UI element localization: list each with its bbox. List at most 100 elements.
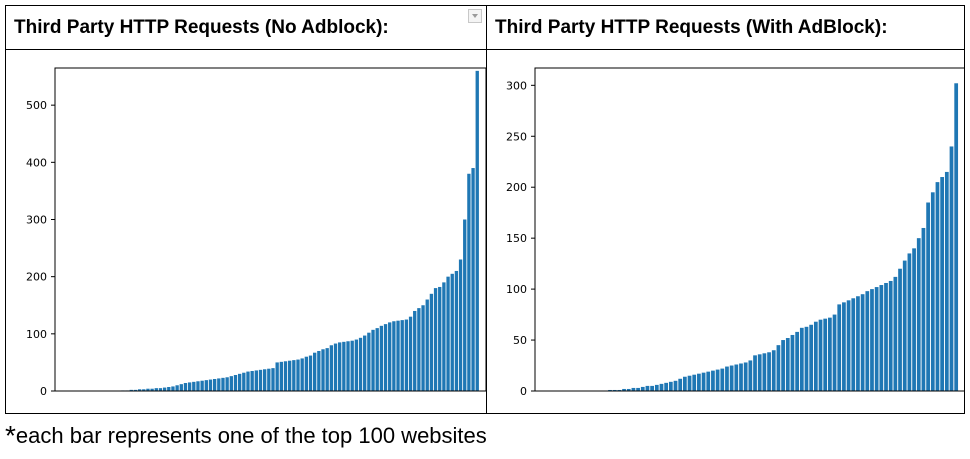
bar (333, 343, 338, 391)
bar (363, 335, 367, 391)
y-tick-label: 300 (26, 213, 47, 226)
bar (279, 361, 283, 391)
bar (229, 376, 233, 391)
bar (404, 319, 409, 391)
bar (856, 296, 860, 391)
bar-chart-no-adblock: 0 100 200 300 400 500 (26, 67, 486, 398)
y-tick-label: 100 (26, 328, 47, 341)
bar (664, 382, 669, 391)
bar (626, 388, 631, 391)
bar (860, 294, 865, 391)
bar (631, 387, 636, 391)
bar (446, 276, 450, 391)
bar (275, 362, 279, 391)
bar (388, 322, 392, 391)
bar (879, 285, 884, 391)
panel-title-with-adblock: Third Party HTTP Requests (With AdBlock)… (487, 6, 964, 50)
bar (258, 369, 263, 391)
bar (813, 321, 818, 391)
bar (720, 368, 725, 391)
bar (785, 338, 790, 391)
plot-frame (54, 67, 486, 392)
bar (300, 358, 304, 391)
bar (725, 366, 729, 391)
bar (682, 376, 687, 391)
bar (383, 324, 388, 391)
bar (204, 380, 208, 391)
bar (413, 310, 417, 391)
bar (832, 314, 837, 391)
bar (870, 289, 874, 391)
bar (137, 389, 142, 391)
bar (325, 348, 329, 391)
bar (753, 355, 757, 391)
bar (267, 368, 271, 391)
panel-no-adblock: Third Party HTTP Requests (No Adblock): … (6, 6, 487, 413)
bar (179, 384, 183, 391)
bar (739, 363, 743, 391)
bar (296, 359, 300, 391)
bar (183, 383, 188, 391)
bar (358, 337, 363, 391)
bar (701, 372, 706, 391)
y-tick-label: 400 (26, 156, 47, 169)
bar (162, 387, 167, 391)
panel-title-no-adblock: Third Party HTTP Requests (No Adblock): (6, 6, 486, 50)
bar (200, 380, 204, 391)
bar (865, 291, 870, 391)
bar (375, 328, 379, 391)
bar (129, 389, 133, 391)
bar (133, 389, 138, 391)
y-tick-label: 50 (513, 334, 527, 347)
panel-with-adblock: Third Party HTTP Requests (With AdBlock)… (487, 6, 964, 413)
bar (367, 332, 371, 391)
bar (790, 334, 795, 391)
bar (313, 352, 317, 391)
bar (930, 192, 935, 391)
bar (697, 373, 701, 391)
bar (640, 386, 645, 391)
bar (715, 369, 720, 391)
bar (192, 381, 196, 391)
bar (926, 202, 930, 391)
bar (212, 378, 217, 391)
bar (921, 227, 926, 391)
bar (392, 321, 396, 391)
bar (622, 388, 626, 391)
y-tick-label: 200 (26, 271, 47, 284)
bar (692, 374, 697, 391)
bar (935, 182, 940, 391)
bar (458, 259, 463, 391)
charts-table: Third Party HTTP Requests (No Adblock): … (5, 5, 965, 414)
bar (902, 260, 907, 391)
bar (450, 273, 454, 391)
bar (371, 329, 375, 391)
bar (208, 379, 213, 391)
bar (799, 327, 804, 391)
bar (851, 298, 856, 391)
y-tick-label: 500 (26, 99, 47, 112)
bar (650, 385, 654, 391)
bar (762, 353, 767, 391)
bar (874, 287, 879, 391)
footnote: *each bar represents one of the top 100 … (5, 420, 487, 452)
bar (225, 377, 229, 391)
bar (673, 380, 678, 391)
dropdown-arrow-icon[interactable] (468, 9, 482, 23)
bar (400, 320, 404, 391)
bar (237, 373, 242, 391)
bar (706, 371, 711, 391)
bar (916, 238, 921, 391)
bar (167, 387, 171, 391)
bar (467, 173, 471, 391)
y-tick-label: 300 (506, 79, 527, 92)
bar (288, 360, 292, 391)
bar (246, 371, 250, 391)
bar (837, 304, 842, 391)
bar (196, 381, 200, 391)
bar (748, 360, 753, 391)
bar (711, 370, 715, 391)
bar (329, 345, 334, 391)
bar (944, 171, 949, 391)
bar (217, 378, 221, 391)
